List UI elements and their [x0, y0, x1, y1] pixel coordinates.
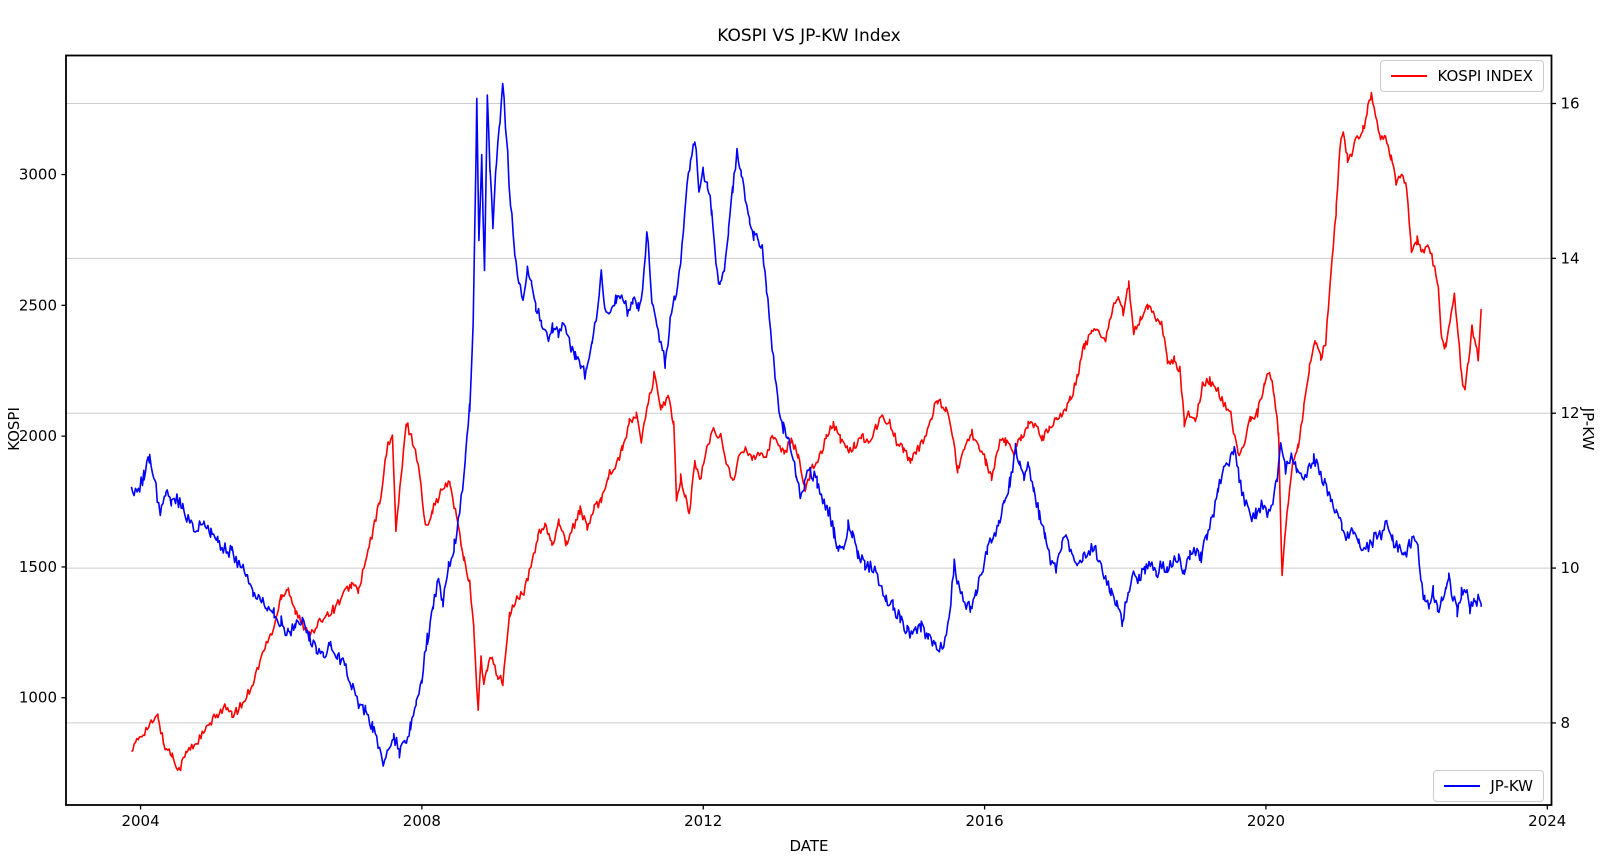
x-axis-label: DATE	[789, 837, 829, 855]
legend-jp-kw: JP-KW	[1433, 770, 1544, 802]
kospi-line-swatch	[1391, 75, 1428, 77]
x-tick-label: 2008	[403, 812, 441, 830]
y-axis-label-right: JP-KW	[1579, 407, 1597, 451]
y-tick-label-left: 2500	[19, 296, 57, 314]
y-tick-label-right: 16	[1561, 95, 1580, 113]
x-tick-label: 2016	[965, 812, 1003, 830]
y-tick-label-right: 10	[1561, 559, 1580, 577]
series-line-kospi	[131, 91, 1482, 772]
legend-kospi-label: KOSPI INDEX	[1437, 67, 1533, 85]
x-tick-label: 2024	[1528, 812, 1566, 830]
legend-kospi-index: KOSPI INDEX	[1380, 60, 1544, 92]
jpkw-line-swatch	[1444, 785, 1481, 787]
x-tick-label: 2012	[684, 812, 722, 830]
y-axis-label-left: KOSPI	[5, 407, 23, 451]
x-tick-label: 2004	[121, 812, 159, 830]
y-tick-label-left: 1500	[19, 558, 57, 576]
y-tick-label-right: 8	[1561, 714, 1571, 732]
chart-title: KOSPI VS JP-KW Index	[717, 26, 901, 46]
y-tick-label-right: 12	[1561, 404, 1580, 422]
axis-frame	[65, 54, 1553, 806]
series-line-jpkw	[130, 82, 1482, 767]
x-tick-label: 2020	[1247, 812, 1285, 830]
y-tick-label-right: 14	[1561, 249, 1580, 267]
legend-jpkw-label: JP-KW	[1490, 777, 1533, 795]
y-tick-label-left: 1000	[19, 689, 57, 707]
y-tick-label-left: 2000	[19, 427, 57, 445]
y-tick-label-left: 3000	[19, 166, 57, 184]
